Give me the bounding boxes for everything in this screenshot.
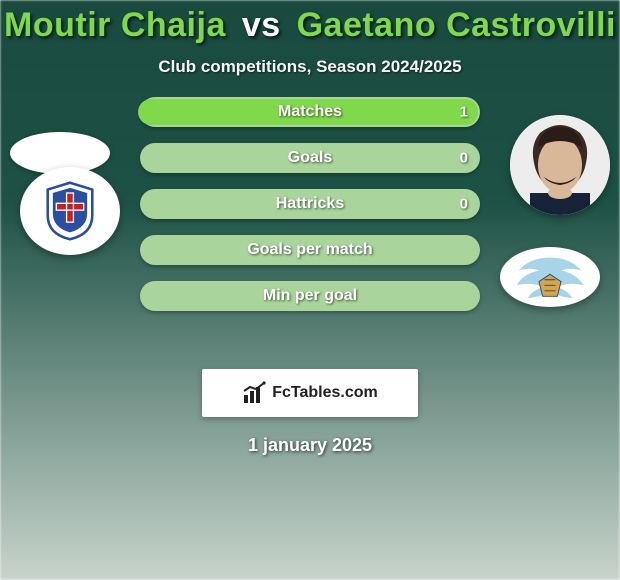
stat-label: Matches — [278, 103, 342, 121]
watermark: FcTables.com — [202, 369, 418, 417]
stat-value-right: 0 — [460, 196, 468, 213]
stat-bar: Hattricks 0 — [140, 189, 480, 219]
stat-value-right: 1 — [460, 104, 468, 121]
date-text: 1 january 2025 — [0, 435, 620, 456]
player1-club-badge — [20, 167, 120, 255]
stat-bar: Min per goal — [140, 281, 480, 311]
comparison-title: Moutir Chaija vs Gaetano Castrovilli — [0, 6, 620, 45]
player2-avatar — [510, 115, 610, 215]
player2-name: Gaetano Castrovilli — [297, 6, 616, 44]
vs-text: vs — [242, 6, 281, 44]
stat-bar: Goals per match — [140, 235, 480, 265]
stat-value-right: 0 — [460, 150, 468, 167]
subtitle: Club competitions, Season 2024/2025 — [0, 57, 620, 77]
stat-bar: Goals 0 — [140, 143, 480, 173]
player2-club-badge — [500, 247, 600, 307]
stat-label: Goals — [288, 149, 332, 167]
stat-label: Min per goal — [263, 287, 357, 305]
watermark-text: FcTables.com — [272, 384, 378, 402]
stat-bars: Matches 1 Goals 0 Hattricks 0 Goals per match M… — [140, 97, 480, 327]
stat-label: Hattricks — [276, 195, 344, 213]
stat-bar: Matches 1 — [140, 97, 480, 127]
player1-name: Moutir Chaija — [4, 6, 226, 44]
stat-label: Goals per match — [247, 241, 372, 259]
comparison-panel: Matches1Goals0Hattricks0Goals per matchM… — [0, 115, 620, 355]
chart-icon — [242, 381, 266, 405]
